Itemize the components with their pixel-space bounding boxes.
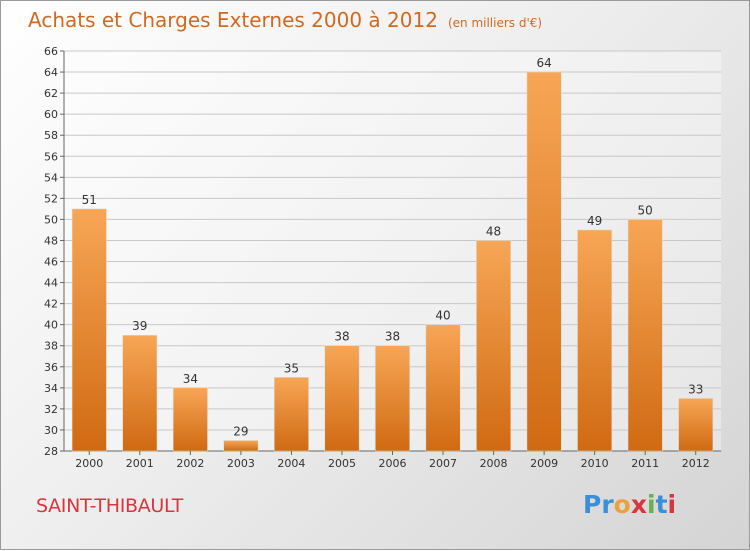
logo-letter: t <box>655 490 668 519</box>
data-label: 48 <box>486 224 501 238</box>
x-tick-label: 2009 <box>530 457 558 470</box>
y-tick-label: 54 <box>44 171 58 184</box>
bar <box>425 324 461 452</box>
x-tick-label: 2003 <box>227 457 255 470</box>
data-label: 51 <box>82 193 97 207</box>
logo-letter: x <box>630 490 647 519</box>
data-label: 50 <box>638 203 653 217</box>
bar <box>476 240 512 452</box>
y-tick-label: 64 <box>44 66 58 79</box>
data-label: 33 <box>688 382 703 396</box>
bar <box>678 398 714 452</box>
x-tick-label: 2004 <box>277 457 305 470</box>
chart-unit: (en milliers d'€) <box>447 16 543 30</box>
y-tick-label: 36 <box>44 361 58 374</box>
x-tick-label: 2000 <box>75 457 103 470</box>
y-tick-label: 58 <box>44 129 58 142</box>
y-tick-label: 44 <box>44 277 58 290</box>
bar <box>577 229 613 452</box>
y-tick-label: 62 <box>44 87 58 100</box>
data-label: 34 <box>183 372 198 386</box>
data-label: 38 <box>385 330 400 344</box>
y-tick-label: 42 <box>44 298 58 311</box>
y-tick-label: 66 <box>44 45 58 58</box>
proxiti-logo: Proxiti <box>583 490 676 519</box>
y-tick-label: 52 <box>44 192 58 205</box>
x-tick-label: 2001 <box>126 457 154 470</box>
bar <box>172 387 208 452</box>
data-label: 40 <box>435 309 450 323</box>
x-tick-label: 2007 <box>429 457 457 470</box>
x-tick-label: 2006 <box>379 457 407 470</box>
bar <box>122 334 158 452</box>
data-label: 35 <box>284 361 299 375</box>
bar <box>71 208 107 452</box>
logo-letter: r <box>601 490 614 519</box>
x-tick-label: 2011 <box>631 457 659 470</box>
bar <box>273 377 309 452</box>
y-tick-label: 38 <box>44 340 58 353</box>
data-label: 39 <box>132 319 147 333</box>
logo-letter: P <box>583 490 602 519</box>
x-tick-label: 2012 <box>682 457 710 470</box>
bar <box>627 219 663 452</box>
chart-title: Achats et Charges Externes 2000 à 2012 (e… <box>28 8 542 32</box>
data-label: 64 <box>536 56 551 70</box>
y-tick-label: 40 <box>44 319 58 332</box>
bar <box>324 345 360 452</box>
bar <box>526 71 562 452</box>
logo-letter: i <box>667 490 677 519</box>
y-tick-label: 28 <box>44 445 58 458</box>
x-tick-label: 2010 <box>581 457 609 470</box>
y-tick-label: 34 <box>44 382 58 395</box>
data-label: 38 <box>334 330 349 344</box>
y-tick-label: 60 <box>44 108 58 121</box>
x-tick-label: 2002 <box>176 457 204 470</box>
bar <box>223 440 259 452</box>
logo-letter: i <box>647 490 656 519</box>
y-tick-label: 48 <box>44 234 58 247</box>
data-label: 29 <box>233 424 248 438</box>
commune-name: SAINT-THIBAULT <box>36 495 184 517</box>
y-tick-label: 30 <box>44 424 58 437</box>
logo-letter: o <box>613 490 631 519</box>
y-tick-label: 56 <box>44 150 58 163</box>
y-tick-label: 50 <box>44 213 58 226</box>
data-label: 49 <box>587 214 602 228</box>
y-tick-label: 32 <box>44 403 58 416</box>
bar <box>375 345 410 452</box>
x-tick-label: 2008 <box>480 457 508 470</box>
chart-title-text: Achats et Charges Externes 2000 à 2012 <box>28 8 438 32</box>
y-tick-label: 46 <box>44 256 58 269</box>
x-tick-label: 2005 <box>328 457 356 470</box>
